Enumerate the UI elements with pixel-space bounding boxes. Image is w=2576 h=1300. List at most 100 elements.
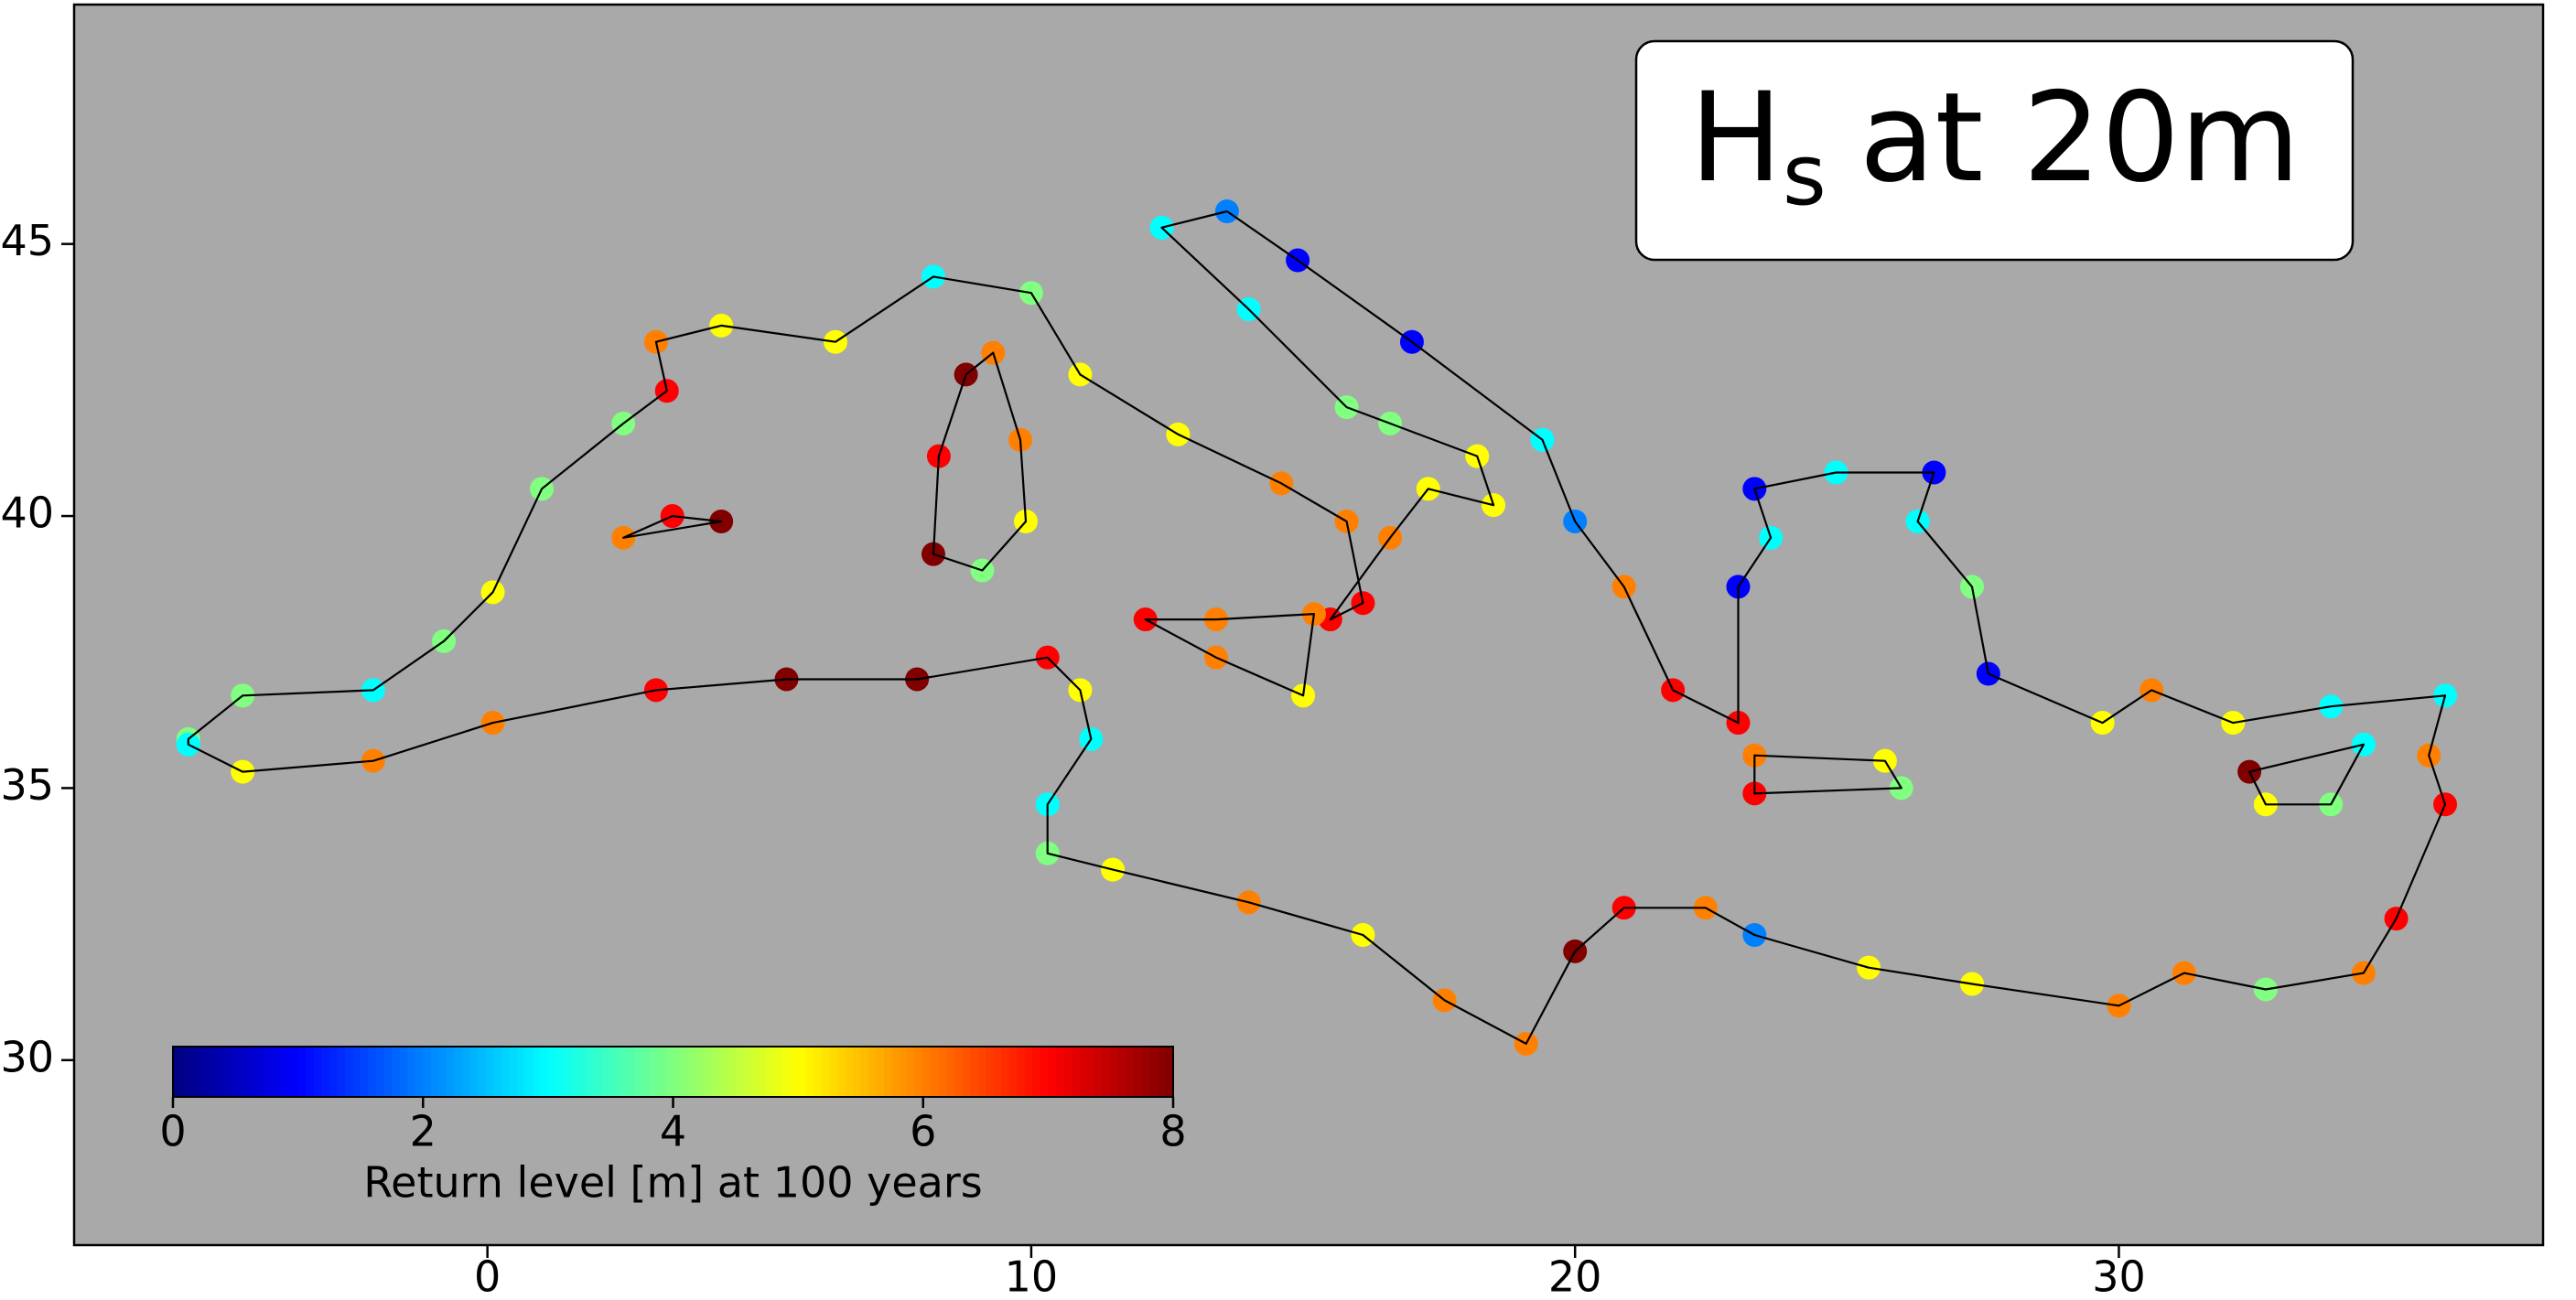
colorbar-step	[915, 1047, 924, 1097]
colorbar-step	[337, 1047, 346, 1097]
colorbar-step	[579, 1047, 588, 1097]
colorbar-step	[1008, 1047, 1018, 1097]
colorbar-step	[1048, 1047, 1057, 1097]
colorbar-step	[220, 1047, 229, 1097]
colorbar-step	[860, 1047, 869, 1097]
colorbar-step	[618, 1047, 627, 1097]
title-symbol: H	[1689, 66, 1783, 210]
colorbar-step	[587, 1047, 596, 1097]
colorbar-step	[399, 1047, 408, 1097]
colorbar-step	[485, 1047, 494, 1097]
colorbar-step	[352, 1047, 361, 1097]
colorbar-step	[282, 1047, 291, 1097]
y-tick-label: 40	[0, 489, 54, 538]
colorbar-step	[1165, 1047, 1174, 1097]
colorbar-step	[595, 1047, 604, 1097]
colorbar-step	[852, 1047, 862, 1097]
colorbar-step	[555, 1047, 565, 1097]
colorbar-tick-label: 8	[1159, 1107, 1186, 1156]
colorbar-step	[1149, 1047, 1159, 1097]
colorbar-step	[1071, 1047, 1081, 1097]
colorbar-step	[696, 1047, 706, 1097]
colorbar-step	[204, 1047, 213, 1097]
colorbar-step	[306, 1047, 315, 1097]
colorbar-step	[790, 1047, 799, 1097]
colorbar-step	[1094, 1047, 1104, 1097]
colorbar-step	[821, 1047, 830, 1097]
colorbar-step	[814, 1047, 823, 1097]
y-tick-label: 30	[0, 1032, 54, 1081]
colorbar-step	[258, 1047, 268, 1097]
colorbar-step	[750, 1047, 760, 1097]
title: Hs at 20m	[1689, 66, 2300, 224]
colorbar-label: Return level [m] at 100 years	[363, 1158, 982, 1208]
colorbar-step	[532, 1047, 541, 1097]
coastline-segment	[1753, 754, 1902, 795]
colorbar-step	[891, 1047, 900, 1097]
colorbar-step	[1141, 1047, 1150, 1097]
title-subscript: s	[1783, 126, 1827, 224]
colorbar-step	[407, 1047, 416, 1097]
colorbar-step	[1134, 1047, 1143, 1097]
colorbar-step	[454, 1047, 463, 1097]
colorbar-step	[493, 1047, 502, 1097]
colorbar-step	[376, 1047, 385, 1097]
colorbar-step	[946, 1047, 955, 1097]
colorbar-step	[275, 1047, 284, 1097]
colorbar-step	[392, 1047, 401, 1097]
colorbar-step	[430, 1047, 439, 1097]
x-tick-label: 30	[2092, 1252, 2146, 1300]
colorbar-tick-label: 4	[660, 1107, 686, 1156]
colorbar-step	[321, 1047, 330, 1097]
colorbar-step	[180, 1047, 189, 1097]
colorbar-step	[383, 1047, 393, 1097]
colorbar-step	[1103, 1047, 1112, 1097]
colorbar-step	[688, 1047, 697, 1097]
colorbar-step	[805, 1047, 814, 1097]
title-rest: at 20m	[1859, 66, 2301, 210]
coastline-segment	[932, 351, 1028, 572]
colorbar-step	[938, 1047, 947, 1097]
colorbar-step	[977, 1047, 986, 1097]
colorbar-step	[649, 1047, 659, 1097]
colorbar-step	[1063, 1047, 1072, 1097]
y-tick-label: 35	[0, 760, 54, 810]
colorbar-step	[516, 1047, 525, 1097]
colorbar-step	[469, 1047, 479, 1097]
colorbar-step	[931, 1047, 940, 1097]
colorbar-step	[438, 1047, 447, 1097]
colorbar-step	[211, 1047, 221, 1097]
colorbar-tick-label: 2	[410, 1107, 437, 1156]
coastline	[187, 210, 2447, 1045]
colorbar-step	[415, 1047, 424, 1097]
colorbar-step	[876, 1047, 885, 1097]
colorbar-step	[1032, 1047, 1041, 1097]
colorbar-step	[907, 1047, 916, 1097]
colorbar-step	[243, 1047, 252, 1097]
coastline-segment	[622, 515, 723, 539]
colorbar-step	[602, 1047, 611, 1097]
colorbar-step	[719, 1047, 728, 1097]
colorbar-step	[1157, 1047, 1167, 1097]
colorbar-step	[993, 1047, 1002, 1097]
colorbar-step	[227, 1047, 236, 1097]
colorbar-step	[1118, 1047, 1127, 1097]
x-tick-label: 0	[474, 1252, 501, 1300]
coastline-segment	[187, 210, 2447, 1045]
colorbar-step	[313, 1047, 322, 1097]
colorbar-step	[1087, 1047, 1096, 1097]
colorbar-step	[836, 1047, 846, 1097]
y-tick-label: 45	[0, 216, 54, 265]
colorbar-step	[329, 1047, 338, 1097]
colorbar-step	[297, 1047, 307, 1097]
colorbar-step	[743, 1047, 752, 1097]
colorbar-step	[1079, 1047, 1088, 1097]
colorbar-step	[610, 1047, 620, 1097]
coastline-segment	[2248, 743, 2365, 806]
colorbar-step	[290, 1047, 299, 1097]
colorbar-step	[563, 1047, 573, 1097]
colorbar-step	[547, 1047, 557, 1097]
